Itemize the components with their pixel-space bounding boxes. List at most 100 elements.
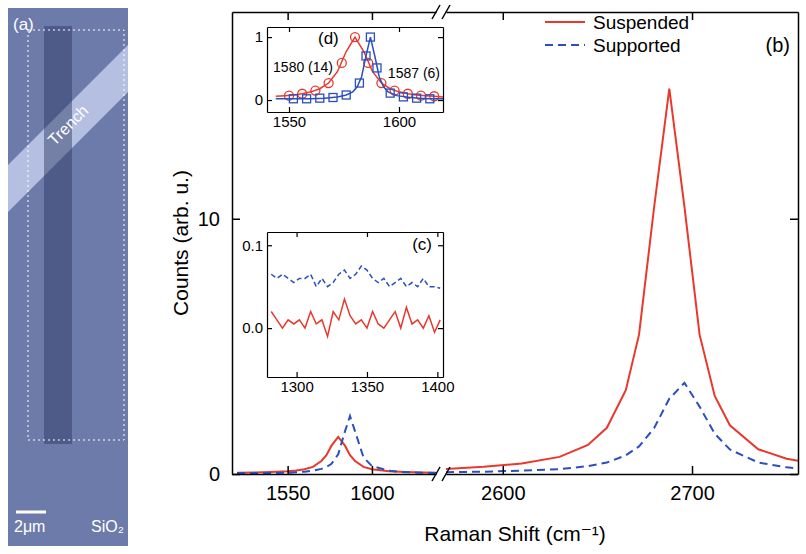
axis-line	[268, 232, 444, 233]
tick-label: 0	[209, 463, 220, 485]
panel-label: (c)	[412, 235, 432, 254]
tick: 1300	[280, 372, 313, 395]
tick	[399, 27, 400, 32]
break-mark	[442, 467, 450, 481]
inset-background	[267, 27, 443, 112]
tick: 1	[255, 28, 272, 45]
series-line	[237, 437, 436, 473]
figure: (a)Trench2μmSiO₂15501600010Counts (arb. …	[0, 0, 806, 554]
tick-mark	[790, 474, 798, 476]
tick-mark	[692, 12, 694, 20]
axis-bottom: 1300 1350 1400	[268, 372, 455, 395]
tick-mark	[438, 245, 443, 246]
tick-label: 10	[198, 208, 220, 230]
legend-swatch	[545, 44, 585, 46]
break-mark	[432, 5, 440, 19]
graphene-strip	[44, 26, 72, 444]
texts: (c)	[412, 235, 432, 254]
tick-mark	[503, 466, 505, 474]
tick	[790, 219, 798, 220]
tick-mark	[287, 12, 289, 20]
tick: 10	[198, 208, 240, 230]
annotation: 1580 (14)	[272, 59, 334, 75]
tick	[297, 232, 298, 237]
tick-mark	[372, 12, 374, 20]
axis-break	[432, 5, 450, 481]
tick: 2700	[670, 466, 715, 504]
tick-mark	[367, 232, 368, 237]
series-line	[271, 266, 440, 288]
label-patch	[272, 59, 334, 75]
tick	[692, 12, 693, 20]
axis-top	[268, 27, 444, 32]
tick-label: 1400	[421, 378, 454, 395]
axis-right	[790, 13, 799, 475]
tick: 1550	[266, 466, 311, 504]
tick: 1350	[351, 372, 384, 395]
tick-label: 0.0	[242, 319, 263, 336]
tick: 0.1	[242, 237, 272, 254]
axis-bottom: 1550 1600	[268, 107, 444, 130]
annotation-label: 1580 (14)	[273, 59, 333, 75]
tick-label: 1300	[280, 378, 313, 395]
axis-bottom: 26002700	[447, 466, 799, 504]
tick-mark	[296, 372, 297, 377]
panel: 1550160001(d)1580 (14)1587 (6)	[255, 27, 444, 130]
texts: (b)Raman Shift (cm⁻¹)SuspendedSupported	[424, 12, 790, 545]
axis-line	[798, 13, 800, 475]
break-mark	[442, 5, 450, 19]
plot-area	[446, 89, 798, 473]
tick-mark	[692, 466, 694, 474]
tick-mark	[399, 27, 400, 32]
tick-mark	[438, 100, 443, 101]
texts: Counts (arb. u.)	[169, 170, 192, 316]
tick: 1600	[383, 107, 416, 130]
tick	[437, 232, 438, 237]
axis-line	[232, 13, 234, 475]
axis-right	[438, 233, 444, 378]
tick-label: 0	[255, 91, 263, 108]
tick-mark	[790, 219, 798, 221]
substrate	[8, 8, 128, 546]
tick-mark	[267, 100, 272, 101]
tick	[438, 328, 443, 329]
tick: 0	[255, 91, 272, 108]
tick-mark	[372, 466, 374, 474]
axis-left: 0.0 0.1	[242, 233, 272, 378]
tick-label: 2700	[670, 482, 715, 504]
label-patch	[387, 65, 441, 81]
tick: 0.0	[242, 319, 272, 336]
tick	[438, 37, 443, 38]
series-line	[271, 299, 440, 336]
tick	[289, 27, 290, 32]
image-panel: (a)Trench2μmSiO₂	[8, 8, 128, 546]
panel: 1300 1350 1400 0.0 0.1 (c)	[242, 232, 454, 395]
tick-mark	[438, 37, 443, 38]
tick-mark	[437, 372, 438, 377]
tick: 1400	[421, 372, 454, 395]
tick: 1550	[273, 107, 306, 130]
axis-left: 0 10	[198, 13, 240, 485]
tick: 1600	[350, 466, 395, 504]
tick-mark	[289, 107, 290, 112]
x-axis-title: Raman Shift (cm⁻¹)	[424, 522, 605, 545]
region-outline	[28, 30, 124, 440]
trench-label: Trench	[45, 102, 92, 149]
texts: (d)1580 (14)1587 (6)	[272, 29, 441, 81]
series-line	[446, 383, 798, 472]
axis-line	[233, 474, 437, 476]
legend: SuspendedSupported	[545, 12, 689, 56]
tick	[372, 12, 373, 20]
tick-label: 1350	[351, 378, 384, 395]
series-line	[237, 416, 436, 473]
tick-mark	[232, 474, 240, 476]
tick-mark	[367, 372, 368, 377]
panel-label: (a)	[13, 15, 34, 34]
tick-label: 1600	[350, 482, 395, 504]
annotation: 1587 (6)	[387, 65, 441, 81]
scale-bar	[16, 511, 46, 514]
tick	[438, 100, 443, 101]
tick-mark	[267, 328, 272, 329]
tick-mark	[267, 37, 272, 38]
axis-line	[443, 28, 444, 113]
